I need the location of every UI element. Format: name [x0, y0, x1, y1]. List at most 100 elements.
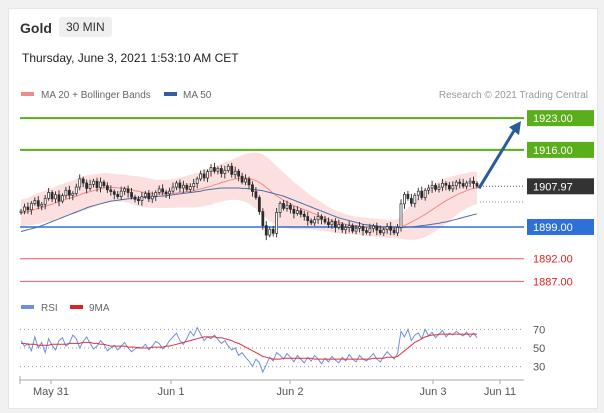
candle-body — [23, 206, 26, 212]
candle-body — [285, 204, 289, 209]
candle-body — [123, 188, 127, 192]
x-tick-label: Jun 1 — [158, 386, 185, 398]
candle-body — [299, 210, 303, 215]
x-axis: May 31 Jun 1 Jun 2 Jun 3 Jun 11 — [19, 376, 524, 398]
candle-body — [389, 226, 393, 231]
candle-body — [54, 194, 57, 200]
candle-body — [454, 181, 458, 187]
candle-body — [157, 188, 161, 193]
rsi-tick-label: 30 — [533, 362, 545, 374]
candle-body — [472, 180, 475, 184]
candle-body — [126, 188, 130, 193]
candle-body — [171, 186, 175, 192]
candle-body — [50, 192, 54, 200]
rsi-legend-swatch — [21, 305, 34, 309]
candle-body — [347, 225, 351, 228]
candle-body — [233, 170, 237, 175]
candle-body — [430, 184, 434, 189]
current-price-label: 1907.97 — [533, 181, 573, 193]
candle-body — [133, 196, 137, 200]
candle-body — [282, 203, 285, 209]
chart-header: Gold 30 MIN — [9, 9, 597, 45]
instrument-title: Gold — [20, 20, 52, 36]
candle-body — [406, 193, 410, 199]
candle-body — [109, 189, 113, 192]
candle-body — [323, 218, 327, 223]
candle-body — [413, 194, 417, 204]
timeframe-badge[interactable]: 30 MIN — [59, 17, 112, 37]
ma20-legend-label: MA 20 + Bollinger Bands — [41, 90, 151, 101]
candle-body — [119, 190, 123, 197]
bollinger-band-fill — [21, 152, 477, 240]
candle-body — [251, 184, 254, 192]
candle-body — [230, 165, 234, 175]
forecast-arrow-head — [509, 121, 521, 136]
level-label-1916.00: 1916.00 — [533, 145, 573, 157]
candle-body — [88, 183, 92, 189]
ma9-legend-label: 9MA — [89, 303, 110, 314]
candle-body — [385, 226, 389, 231]
ma20-legend-swatch — [21, 92, 34, 96]
candle-body — [36, 200, 40, 207]
candle-body — [237, 170, 241, 177]
rsi-tick-label: 50 — [533, 343, 545, 355]
x-tick-label: Jun 11 — [484, 386, 516, 398]
x-tick-label: Jun 2 — [277, 386, 304, 398]
candle-body — [330, 221, 334, 226]
candle-body — [85, 182, 89, 189]
candle-body — [340, 223, 344, 231]
candle-body — [154, 192, 158, 197]
candle-body — [112, 191, 116, 195]
rsi-line — [20, 326, 478, 374]
candle-body — [320, 216, 323, 220]
candle-body — [137, 198, 140, 202]
level-tag-1899.00 — [527, 218, 594, 235]
candle-body — [147, 193, 151, 200]
candle-body — [213, 167, 216, 172]
candle-body — [168, 190, 171, 195]
candle-body — [150, 195, 154, 200]
ma50-legend-label: MA 50 — [183, 90, 212, 101]
candle-body — [292, 208, 296, 214]
level-tag-1916.00 — [527, 141, 594, 158]
level-tag-1923.00 — [527, 110, 594, 127]
candle-body — [434, 184, 437, 190]
candle-body — [271, 228, 275, 234]
candle-body — [254, 191, 258, 198]
x-tick-label: May 31 — [33, 386, 69, 398]
candle-body — [74, 186, 78, 194]
candle-body — [178, 182, 182, 189]
candle-body — [64, 189, 68, 197]
candle-body — [199, 173, 203, 180]
candle-body — [295, 210, 299, 214]
candle-body — [396, 227, 399, 234]
candle-body — [185, 184, 189, 190]
level-lines — [20, 117, 524, 282]
candle-body — [289, 204, 292, 210]
candle-body — [302, 213, 306, 217]
candle-body — [140, 196, 144, 202]
candle-body — [333, 221, 337, 228]
chart-datetime: Thursday, June 3, 2021 1:53:10 AM CET — [22, 51, 239, 65]
candle-body — [247, 178, 251, 186]
candle-body — [268, 228, 272, 236]
candle-body — [275, 212, 279, 234]
candle-body — [361, 226, 365, 231]
candle-body — [61, 195, 64, 202]
candle-body — [409, 198, 413, 204]
level-labels: 1923.00 1916.00 1899.00 1892.00 1887.00 1907.… — [527, 110, 594, 288]
candle-body — [209, 167, 213, 173]
candle-body — [102, 181, 106, 187]
candle-body — [444, 183, 448, 186]
candle-body — [351, 225, 355, 232]
candle-body — [47, 192, 51, 199]
candle-body — [461, 183, 465, 187]
candle-body — [192, 183, 196, 187]
candle-body — [278, 203, 282, 213]
candle-body — [81, 178, 85, 184]
candle-body — [371, 225, 375, 229]
level-label-1887.00: 1887.00 — [533, 276, 573, 288]
bollinger-bands — [21, 152, 477, 240]
current-price-tag — [527, 178, 594, 195]
